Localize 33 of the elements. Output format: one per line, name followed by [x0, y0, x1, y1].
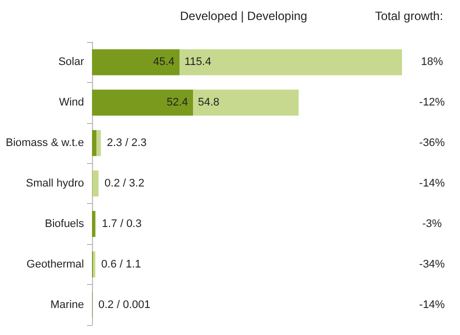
y-tick-label: Small hydro [26, 178, 84, 190]
annotation: 0.2 / 3.2 [104, 178, 144, 190]
data-label: 54.8 [198, 96, 220, 109]
data-label: 115.4 [184, 56, 212, 68]
bar [92, 90, 194, 116]
annotation: 0.6 / 1.1 [101, 258, 142, 270]
bar [92, 170, 99, 196]
y-tick-label: Solar [58, 56, 84, 68]
text: -12% [419, 96, 446, 109]
y-tick-label: Biofuels [44, 218, 84, 230]
bar [193, 90, 299, 116]
text: -34% [419, 258, 446, 270]
text: -36% [419, 137, 446, 150]
text: -3% [422, 218, 442, 230]
data-label: 52.4 [166, 96, 188, 109]
y-tick-label: Geothermal [26, 258, 84, 270]
bar [92, 130, 96, 156]
bar [92, 210, 96, 237]
annotation: 1.7 / 0.3 [102, 218, 142, 230]
text: -14% [419, 298, 446, 311]
bar [96, 130, 101, 156]
annotation: 2.3 / 2.3 [106, 137, 147, 150]
text: 18% [420, 56, 444, 68]
data-label: 45.4 [153, 56, 175, 68]
y-tick-label: Wind [58, 96, 84, 109]
text: -14% [419, 178, 446, 190]
bar [180, 49, 402, 76]
text: Developed | Developing [180, 9, 308, 23]
annotation: 0.2 / 0.001 [98, 298, 150, 311]
text: Total growth: [375, 9, 444, 23]
y-tick-label: Marine [50, 298, 84, 311]
y-tick-label: Biomass & w.t.e [6, 137, 84, 150]
bar [92, 49, 180, 76]
